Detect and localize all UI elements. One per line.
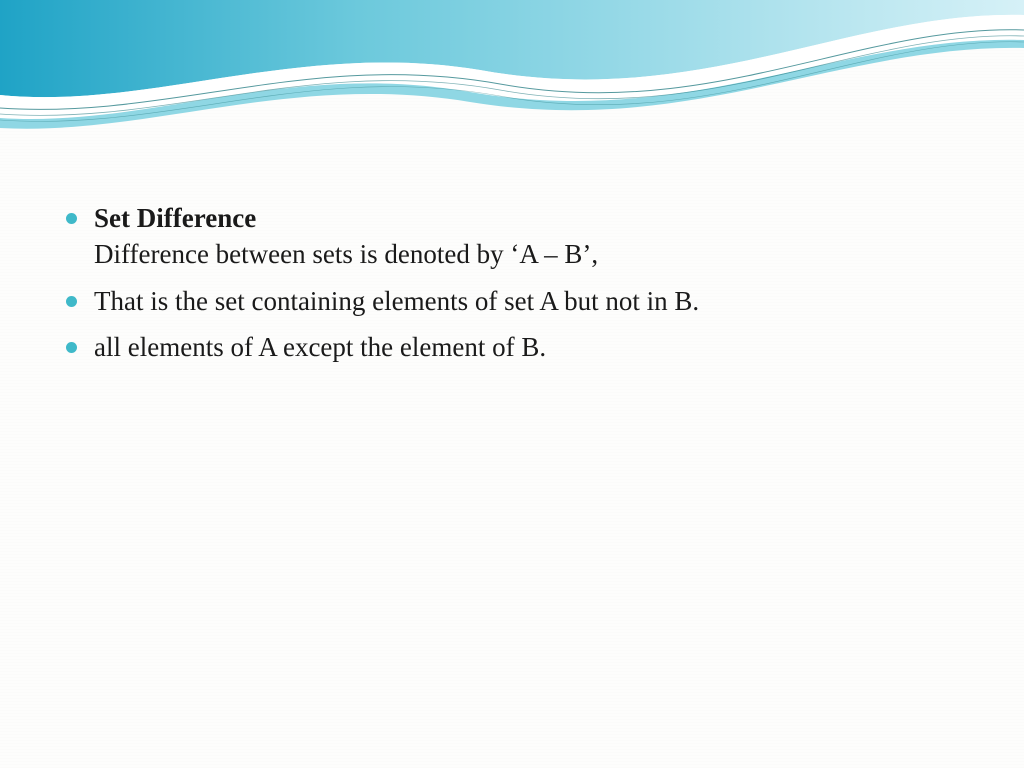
slide-body: Set Difference Difference between sets i… [60, 200, 964, 376]
list-item: That is the set containing elements of s… [60, 283, 964, 319]
wave-header-graphic [0, 0, 1024, 160]
bullet-text: That is the set containing elements of s… [94, 286, 699, 316]
bullet-subtext: Difference between sets is denoted by ‘A… [94, 236, 964, 272]
bullet-title: Set Difference [94, 203, 256, 233]
bullet-text: all elements of A except the element of … [94, 332, 546, 362]
list-item: all elements of A except the element of … [60, 329, 964, 365]
list-item: Set Difference Difference between sets i… [60, 200, 964, 273]
bullet-list: Set Difference Difference between sets i… [60, 200, 964, 366]
